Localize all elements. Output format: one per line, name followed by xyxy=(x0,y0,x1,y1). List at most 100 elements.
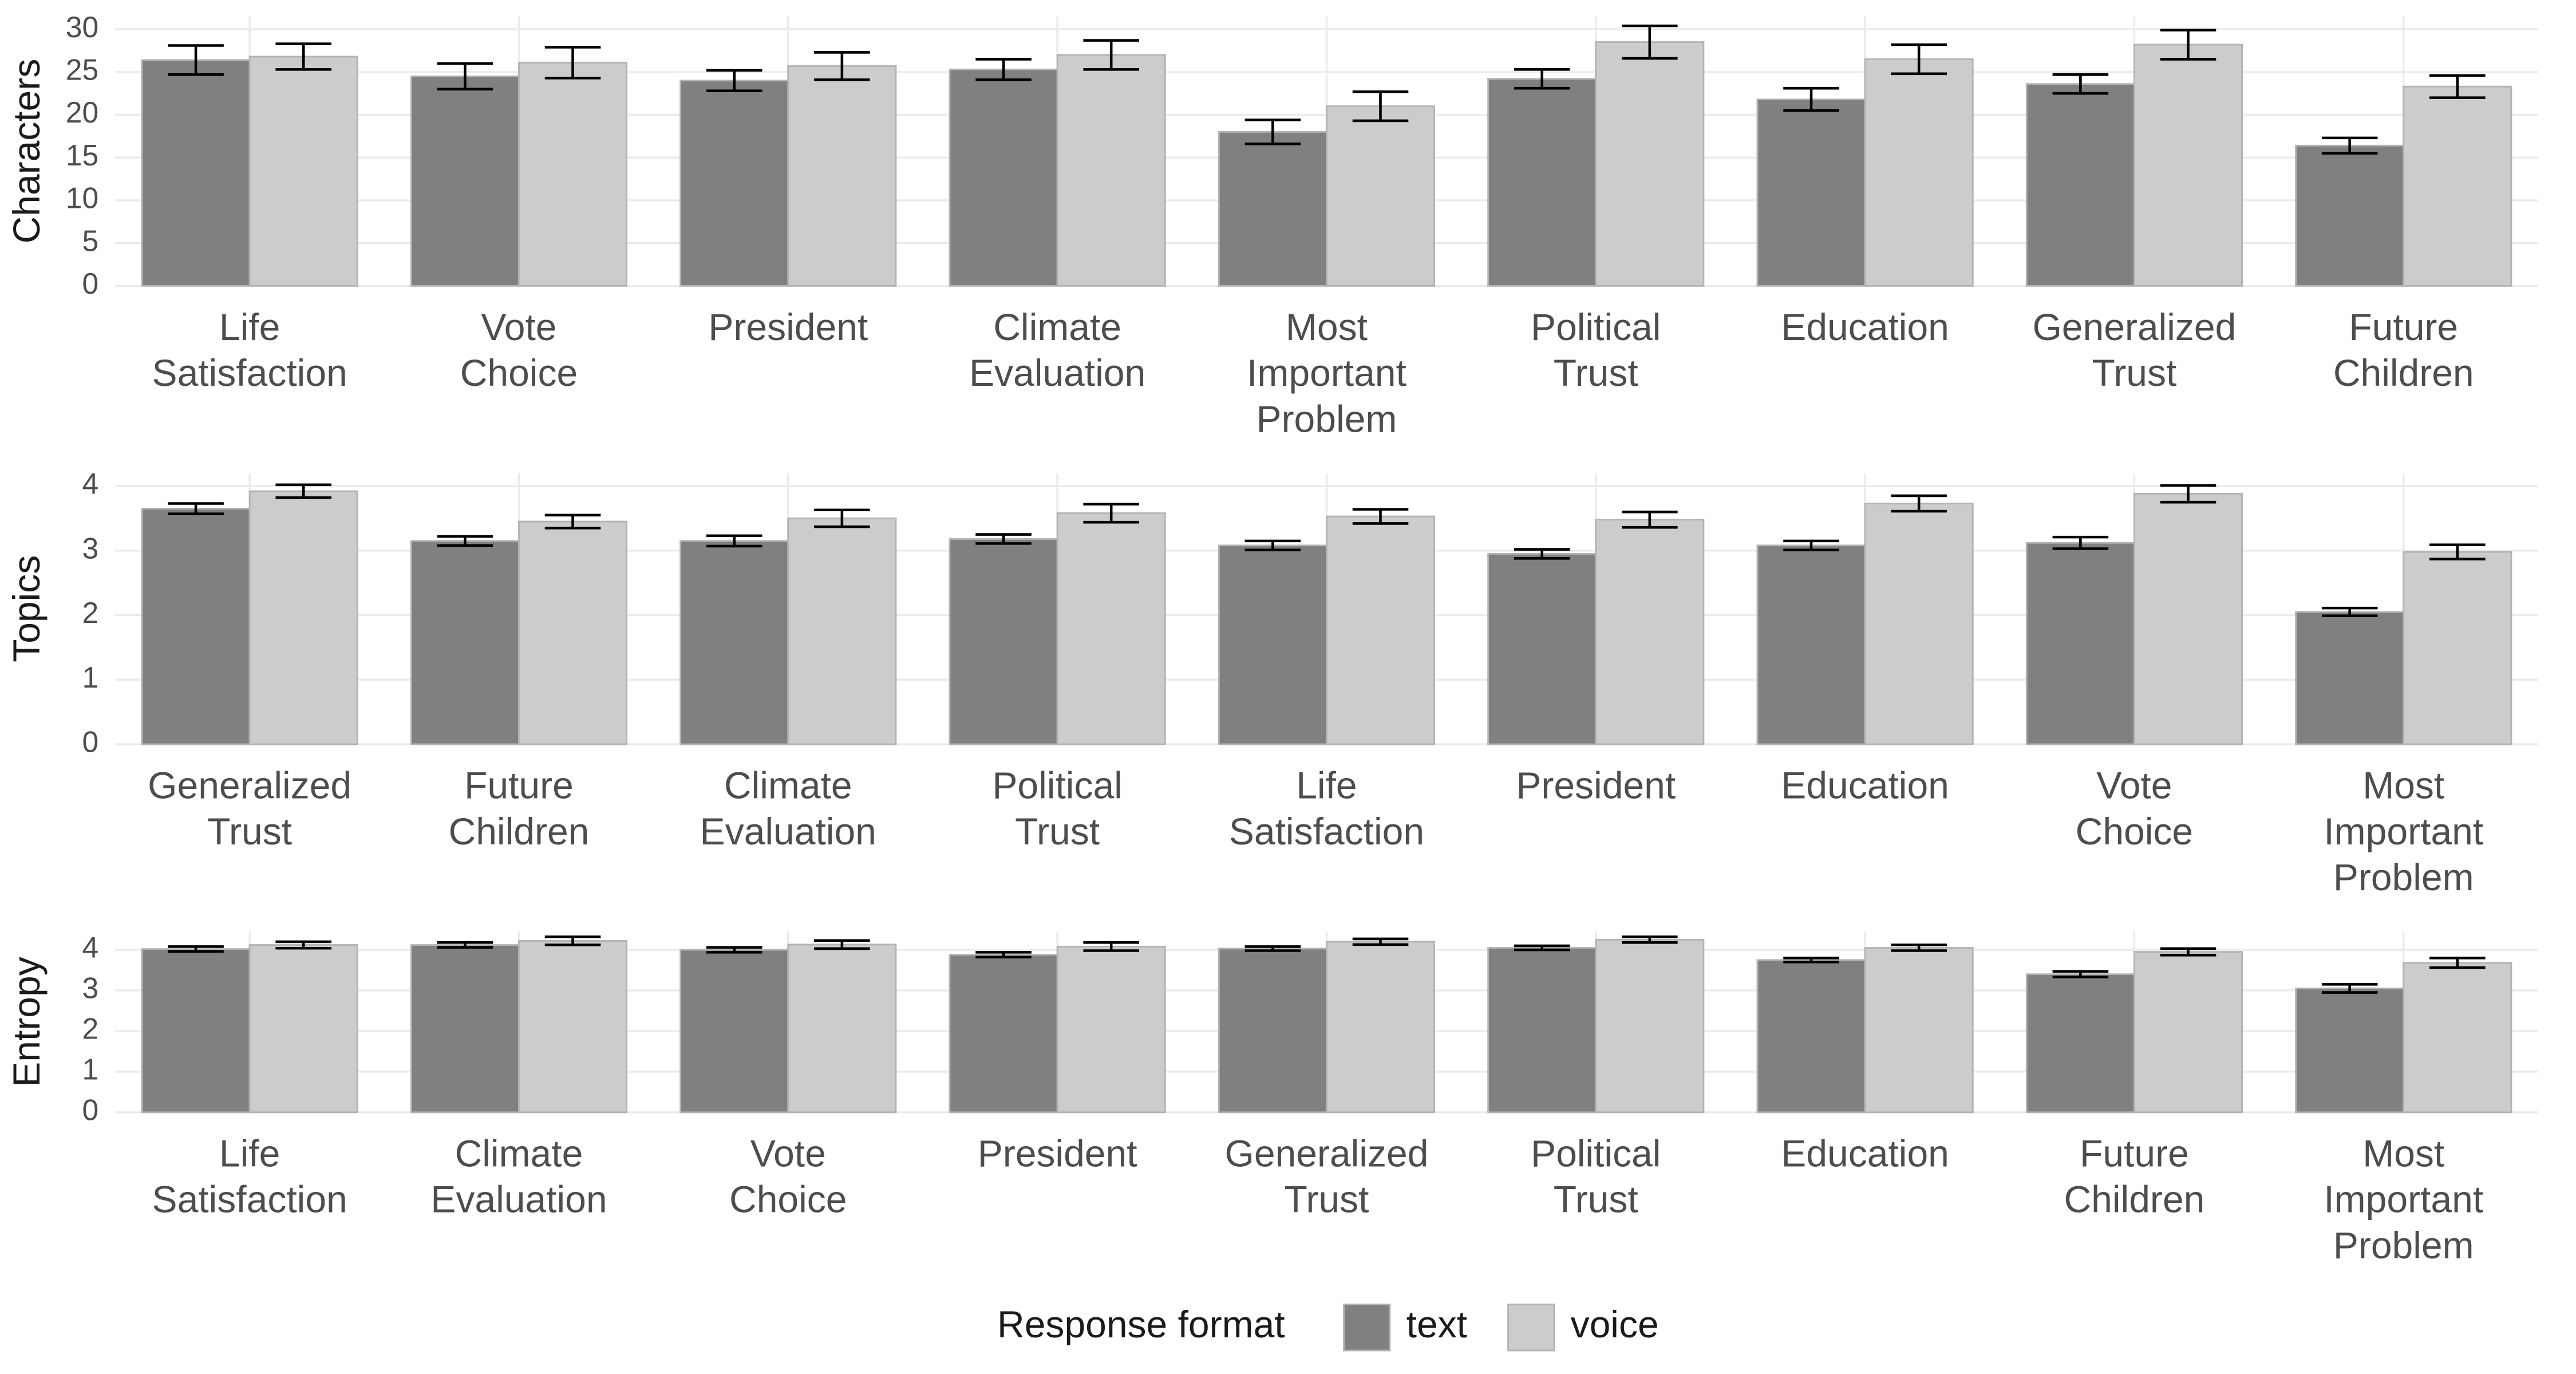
x-tick-label: Vote Choice xyxy=(2076,764,2193,852)
error-bar xyxy=(2321,606,2378,617)
y-tick-label: 20 xyxy=(66,96,98,129)
error-bar xyxy=(168,945,224,953)
x-tick-label: Most Important Problem xyxy=(1247,306,1406,440)
error-bar xyxy=(706,69,762,92)
x-tick-label: Political Trust xyxy=(1531,306,1661,394)
bar xyxy=(518,61,628,287)
y-tick-label: 15 xyxy=(66,139,98,172)
error-bar xyxy=(544,935,601,946)
y-tick-label: 0 xyxy=(82,1093,99,1126)
error-bar xyxy=(544,514,601,530)
x-tick-label: Vote Choice xyxy=(729,1132,847,1221)
bar xyxy=(1326,105,1436,287)
x-tick-label: President xyxy=(978,1132,1137,1175)
bar xyxy=(1756,959,1866,1114)
error-bar xyxy=(1783,539,1839,551)
error-bar xyxy=(2052,73,2109,95)
error-bar xyxy=(1083,941,1139,952)
bar xyxy=(2295,611,2405,745)
bar xyxy=(949,954,1058,1114)
y-tick-label: 2 xyxy=(82,1012,99,1045)
bar xyxy=(1756,544,1866,745)
error-bar xyxy=(814,508,870,528)
bar xyxy=(518,940,628,1114)
y-axis-label: Entropy xyxy=(5,957,48,1087)
bar xyxy=(2295,988,2405,1114)
error-bar xyxy=(437,62,493,90)
bar xyxy=(2295,144,2405,287)
error-bar xyxy=(1244,119,1301,145)
error-bar xyxy=(2160,947,2217,957)
error-bar xyxy=(1622,510,1678,529)
error-bar xyxy=(1514,68,1570,90)
bar xyxy=(141,59,251,287)
error-bar xyxy=(1622,24,1678,60)
bar xyxy=(248,944,358,1114)
x-tick-label: Political Trust xyxy=(992,764,1122,852)
bar xyxy=(1595,938,1705,1114)
error-bar xyxy=(2160,484,2217,504)
legend-swatch xyxy=(1507,1304,1555,1352)
x-tick-label: Generalized Trust xyxy=(148,764,351,852)
x-tick-label: Future Children xyxy=(449,764,590,852)
bar xyxy=(679,80,789,287)
bar xyxy=(787,517,897,745)
x-tick-label: Climate Evaluation xyxy=(430,1132,607,1221)
y-tick-label: 3 xyxy=(82,972,99,1005)
bar xyxy=(141,948,251,1114)
y-tick-label: 30 xyxy=(66,10,98,44)
bar xyxy=(787,65,897,287)
error-bar xyxy=(706,946,762,954)
y-axis-label: Topics xyxy=(5,555,48,662)
error-bar xyxy=(1244,945,1301,952)
error-bar xyxy=(2052,535,2109,550)
error-bar xyxy=(1352,508,1409,525)
bar xyxy=(2133,951,2243,1114)
y-tick-label: 0 xyxy=(82,725,99,759)
error-bar xyxy=(1083,39,1139,71)
bar xyxy=(2403,962,2512,1114)
bar xyxy=(2025,542,2135,745)
error-bar xyxy=(2321,136,2378,155)
bar xyxy=(949,538,1058,745)
y-tick-label: 4 xyxy=(82,467,99,500)
x-tick-label: Climate Evaluation xyxy=(700,764,876,852)
error-bar xyxy=(2429,543,2486,560)
y-tick-label: 25 xyxy=(66,53,98,86)
x-tick-label: Life Satisfaction xyxy=(152,1132,347,1221)
bar xyxy=(949,68,1058,287)
bar xyxy=(410,540,520,745)
legend-swatch xyxy=(1343,1304,1391,1352)
bar xyxy=(1218,544,1327,745)
bar xyxy=(1487,78,1597,287)
legend-label: text xyxy=(1406,1303,1467,1345)
x-tick-label: Education xyxy=(1781,764,1949,807)
bar xyxy=(1864,58,1974,287)
y-tick-label: 1 xyxy=(82,661,99,694)
x-tick-label: Vote Choice xyxy=(460,306,578,394)
y-tick-label: 4 xyxy=(82,931,99,964)
error-bar xyxy=(2052,970,2109,978)
bar xyxy=(2133,44,2243,287)
x-tick-label: Political Trust xyxy=(1531,1132,1661,1221)
bar xyxy=(1487,552,1597,745)
x-tick-label: Education xyxy=(1781,306,1949,348)
x-tick-label: Most Important Problem xyxy=(2324,764,2483,899)
error-bar xyxy=(275,940,331,950)
y-tick-label: 10 xyxy=(66,181,98,215)
error-bar xyxy=(2429,956,2486,969)
y-tick-label: 3 xyxy=(82,531,99,564)
bar xyxy=(2403,551,2512,745)
error-bar xyxy=(1083,503,1139,524)
error-bar xyxy=(1891,943,1947,952)
bar xyxy=(679,949,789,1114)
error-bar xyxy=(814,51,870,81)
y-tick-label: 1 xyxy=(82,1053,99,1086)
x-tick-label: Climate Evaluation xyxy=(969,306,1145,394)
bar xyxy=(518,520,628,745)
error-bar xyxy=(1352,90,1409,123)
error-bar xyxy=(706,534,762,548)
bar xyxy=(1218,947,1327,1114)
bar xyxy=(410,944,520,1114)
bar xyxy=(1595,519,1705,745)
